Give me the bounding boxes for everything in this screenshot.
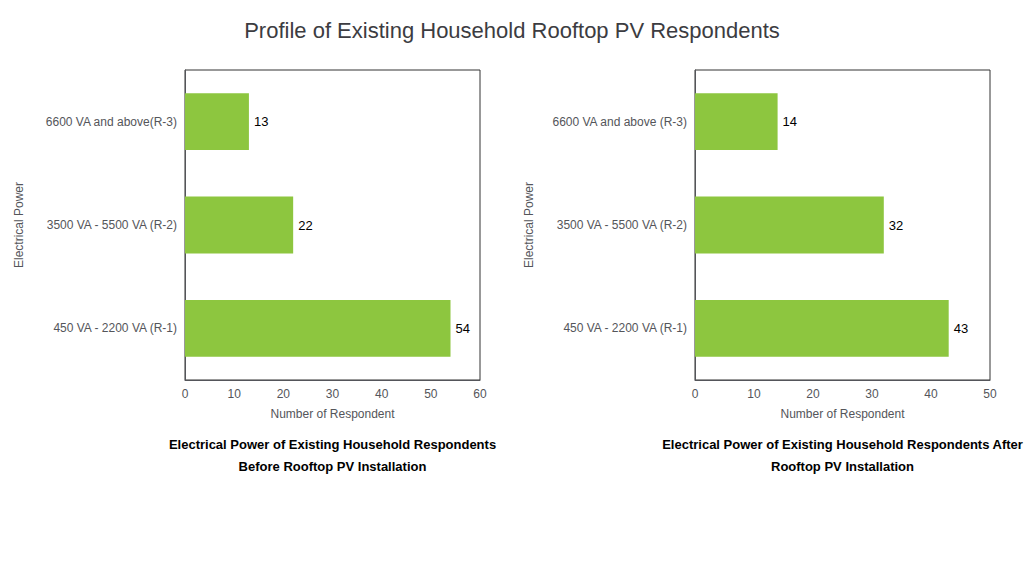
svg-text:6600 VA and above(R-3): 6600 VA and above(R-3) bbox=[46, 115, 177, 129]
svg-text:40: 40 bbox=[375, 387, 389, 401]
svg-text:Electrical Power of Existing H: Electrical Power of Existing Household R… bbox=[662, 437, 1023, 452]
svg-text:3500 VA - 5500 VA (R-2): 3500 VA - 5500 VA (R-2) bbox=[557, 218, 687, 232]
svg-text:30: 30 bbox=[326, 387, 340, 401]
svg-text:40: 40 bbox=[924, 387, 938, 401]
svg-text:450 VA - 2200 VA (R-1): 450 VA - 2200 VA (R-1) bbox=[563, 321, 687, 335]
svg-text:20: 20 bbox=[277, 387, 291, 401]
svg-text:0: 0 bbox=[182, 387, 189, 401]
svg-text:54: 54 bbox=[456, 321, 470, 336]
svg-text:6600 VA and above (R-3): 6600 VA and above (R-3) bbox=[552, 115, 687, 129]
svg-text:50: 50 bbox=[424, 387, 438, 401]
svg-text:20: 20 bbox=[806, 387, 820, 401]
svg-text:Number of Respondent: Number of Respondent bbox=[780, 407, 905, 421]
svg-text:Before Rooftop PV Installation: Before Rooftop PV Installation bbox=[239, 459, 427, 474]
svg-text:50: 50 bbox=[983, 387, 997, 401]
svg-text:0: 0 bbox=[692, 387, 699, 401]
svg-text:Electrical Power: Electrical Power bbox=[12, 182, 26, 268]
svg-text:13: 13 bbox=[254, 114, 268, 129]
svg-text:Electrical Power of Existing H: Electrical Power of Existing Household R… bbox=[169, 437, 496, 452]
svg-text:Profile of Existing Household: Profile of Existing Household Rooftop PV… bbox=[244, 18, 780, 43]
svg-text:10: 10 bbox=[227, 387, 241, 401]
svg-text:Electrical Power: Electrical Power bbox=[522, 182, 536, 268]
svg-text:32: 32 bbox=[889, 218, 903, 233]
svg-text:22: 22 bbox=[298, 218, 312, 233]
svg-text:30: 30 bbox=[865, 387, 879, 401]
svg-text:14: 14 bbox=[783, 114, 797, 129]
svg-text:43: 43 bbox=[954, 321, 968, 336]
svg-text:450 VA - 2200 VA (R-1): 450 VA - 2200 VA (R-1) bbox=[53, 321, 177, 335]
svg-text:Number of Respondent: Number of Respondent bbox=[270, 407, 395, 421]
svg-text:10: 10 bbox=[747, 387, 761, 401]
svg-text:3500 VA - 5500 VA (R-2): 3500 VA - 5500 VA (R-2) bbox=[47, 218, 177, 232]
svg-text:Rooftop PV Installation: Rooftop PV Installation bbox=[771, 459, 914, 474]
svg-text:60: 60 bbox=[473, 387, 487, 401]
